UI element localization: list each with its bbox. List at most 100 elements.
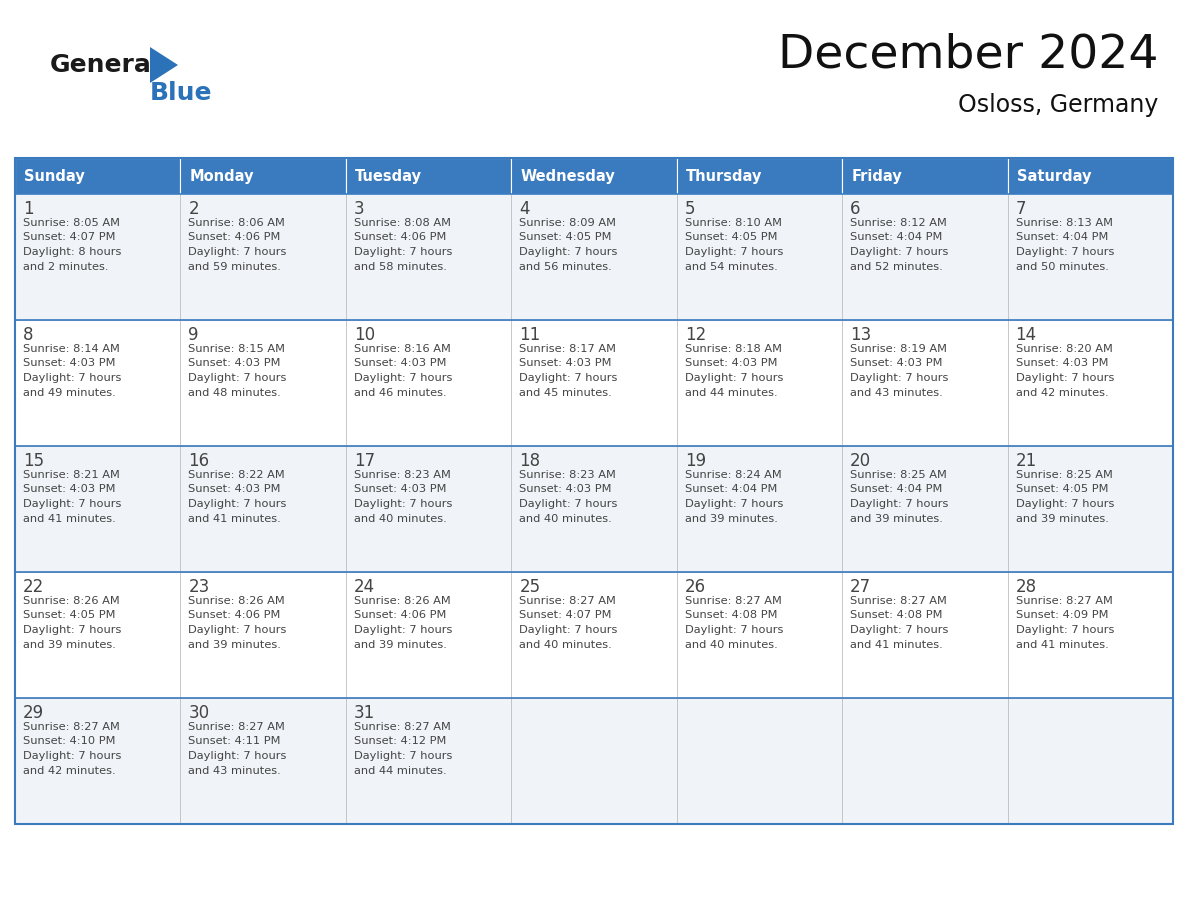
Text: and 41 minutes.: and 41 minutes. — [189, 513, 282, 523]
Text: Daylight: 7 hours: Daylight: 7 hours — [684, 625, 783, 635]
Text: Sunrise: 8:26 AM: Sunrise: 8:26 AM — [23, 596, 120, 606]
Text: 4: 4 — [519, 200, 530, 218]
Text: Daylight: 7 hours: Daylight: 7 hours — [519, 247, 618, 257]
Text: Sunrise: 8:06 AM: Sunrise: 8:06 AM — [189, 218, 285, 228]
Text: Sunset: 4:03 PM: Sunset: 4:03 PM — [354, 485, 447, 495]
Text: 26: 26 — [684, 578, 706, 596]
Text: Wednesday: Wednesday — [520, 169, 615, 184]
Text: and 52 minutes.: and 52 minutes. — [851, 262, 943, 272]
Text: Sunset: 4:05 PM: Sunset: 4:05 PM — [23, 610, 115, 621]
Text: Daylight: 7 hours: Daylight: 7 hours — [189, 625, 286, 635]
Text: Sunrise: 8:27 AM: Sunrise: 8:27 AM — [1016, 596, 1112, 606]
Bar — [15, 572, 181, 698]
Text: Sunset: 4:11 PM: Sunset: 4:11 PM — [189, 736, 280, 746]
Text: Daylight: 7 hours: Daylight: 7 hours — [1016, 373, 1114, 383]
Text: Sunset: 4:09 PM: Sunset: 4:09 PM — [1016, 610, 1108, 621]
Text: 14: 14 — [1016, 326, 1037, 344]
Text: Sunset: 4:04 PM: Sunset: 4:04 PM — [684, 485, 777, 495]
Bar — [677, 446, 842, 572]
Text: and 41 minutes.: and 41 minutes. — [851, 640, 943, 650]
Text: Sunrise: 8:23 AM: Sunrise: 8:23 AM — [354, 470, 450, 480]
Text: Daylight: 7 hours: Daylight: 7 hours — [189, 247, 286, 257]
Text: Sunrise: 8:26 AM: Sunrise: 8:26 AM — [354, 596, 450, 606]
Text: 19: 19 — [684, 452, 706, 470]
Text: 27: 27 — [851, 578, 871, 596]
Text: Monday: Monday — [189, 169, 254, 184]
Text: Sunset: 4:03 PM: Sunset: 4:03 PM — [1016, 359, 1108, 368]
Text: and 39 minutes.: and 39 minutes. — [354, 640, 447, 650]
Text: and 40 minutes.: and 40 minutes. — [684, 640, 777, 650]
Text: Daylight: 7 hours: Daylight: 7 hours — [519, 373, 618, 383]
Text: and 39 minutes.: and 39 minutes. — [1016, 513, 1108, 523]
Text: Sunrise: 8:15 AM: Sunrise: 8:15 AM — [189, 344, 285, 354]
Text: Daylight: 7 hours: Daylight: 7 hours — [189, 751, 286, 761]
Text: Sunset: 4:10 PM: Sunset: 4:10 PM — [23, 736, 115, 746]
Text: Sunrise: 8:20 AM: Sunrise: 8:20 AM — [1016, 344, 1112, 354]
Bar — [346, 320, 511, 446]
Bar — [346, 698, 511, 824]
Text: Sunrise: 8:14 AM: Sunrise: 8:14 AM — [23, 344, 120, 354]
Text: 31: 31 — [354, 704, 375, 722]
Text: Sunset: 4:07 PM: Sunset: 4:07 PM — [519, 610, 612, 621]
Text: Sunrise: 8:27 AM: Sunrise: 8:27 AM — [519, 596, 617, 606]
Text: 30: 30 — [189, 704, 209, 722]
Text: Sunrise: 8:23 AM: Sunrise: 8:23 AM — [519, 470, 617, 480]
Bar — [842, 158, 1007, 194]
Text: Daylight: 7 hours: Daylight: 7 hours — [519, 625, 618, 635]
Text: Sunrise: 8:24 AM: Sunrise: 8:24 AM — [684, 470, 782, 480]
Text: Sunset: 4:04 PM: Sunset: 4:04 PM — [851, 485, 942, 495]
Text: Daylight: 7 hours: Daylight: 7 hours — [1016, 247, 1114, 257]
Bar — [677, 194, 842, 320]
Text: Sunrise: 8:27 AM: Sunrise: 8:27 AM — [684, 596, 782, 606]
Text: and 54 minutes.: and 54 minutes. — [684, 262, 777, 272]
Bar — [15, 698, 181, 824]
Text: Daylight: 7 hours: Daylight: 7 hours — [851, 373, 948, 383]
Text: Daylight: 7 hours: Daylight: 7 hours — [851, 247, 948, 257]
Text: and 50 minutes.: and 50 minutes. — [1016, 262, 1108, 272]
Text: Sunset: 4:03 PM: Sunset: 4:03 PM — [189, 485, 280, 495]
Text: and 44 minutes.: and 44 minutes. — [354, 766, 447, 776]
Bar — [677, 320, 842, 446]
Text: Daylight: 7 hours: Daylight: 7 hours — [684, 247, 783, 257]
Text: 16: 16 — [189, 452, 209, 470]
Text: Daylight: 7 hours: Daylight: 7 hours — [354, 751, 453, 761]
Text: Daylight: 7 hours: Daylight: 7 hours — [23, 751, 121, 761]
Bar — [842, 194, 1007, 320]
Text: Daylight: 7 hours: Daylight: 7 hours — [519, 499, 618, 509]
Text: Sunset: 4:03 PM: Sunset: 4:03 PM — [189, 359, 280, 368]
Text: Sunrise: 8:27 AM: Sunrise: 8:27 AM — [851, 596, 947, 606]
Bar — [15, 320, 181, 446]
Text: Daylight: 7 hours: Daylight: 7 hours — [23, 373, 121, 383]
Bar — [511, 194, 677, 320]
Text: 23: 23 — [189, 578, 209, 596]
Text: and 41 minutes.: and 41 minutes. — [1016, 640, 1108, 650]
Text: Osloss, Germany: Osloss, Germany — [958, 93, 1158, 117]
Text: Tuesday: Tuesday — [355, 169, 422, 184]
Text: and 43 minutes.: and 43 minutes. — [189, 766, 282, 776]
Text: Sunrise: 8:22 AM: Sunrise: 8:22 AM — [189, 470, 285, 480]
Bar — [511, 446, 677, 572]
Text: Daylight: 7 hours: Daylight: 7 hours — [684, 373, 783, 383]
Text: and 45 minutes.: and 45 minutes. — [519, 387, 612, 397]
Text: Blue: Blue — [150, 81, 213, 105]
Text: Daylight: 7 hours: Daylight: 7 hours — [23, 499, 121, 509]
Text: 7: 7 — [1016, 200, 1026, 218]
Bar — [842, 572, 1007, 698]
Text: Sunrise: 8:05 AM: Sunrise: 8:05 AM — [23, 218, 120, 228]
Text: 8: 8 — [23, 326, 33, 344]
Bar — [1007, 320, 1173, 446]
Text: Sunset: 4:05 PM: Sunset: 4:05 PM — [1016, 485, 1108, 495]
Text: Daylight: 8 hours: Daylight: 8 hours — [23, 247, 121, 257]
Bar — [346, 572, 511, 698]
Text: and 40 minutes.: and 40 minutes. — [354, 513, 447, 523]
Text: Sunrise: 8:09 AM: Sunrise: 8:09 AM — [519, 218, 617, 228]
Text: Daylight: 7 hours: Daylight: 7 hours — [354, 247, 453, 257]
Text: Sunset: 4:03 PM: Sunset: 4:03 PM — [519, 359, 612, 368]
Bar — [181, 320, 346, 446]
Bar — [15, 158, 1173, 824]
Text: and 56 minutes.: and 56 minutes. — [519, 262, 612, 272]
Bar — [346, 158, 511, 194]
Text: Sunrise: 8:27 AM: Sunrise: 8:27 AM — [354, 722, 450, 732]
Bar — [511, 158, 677, 194]
Bar — [511, 698, 677, 824]
